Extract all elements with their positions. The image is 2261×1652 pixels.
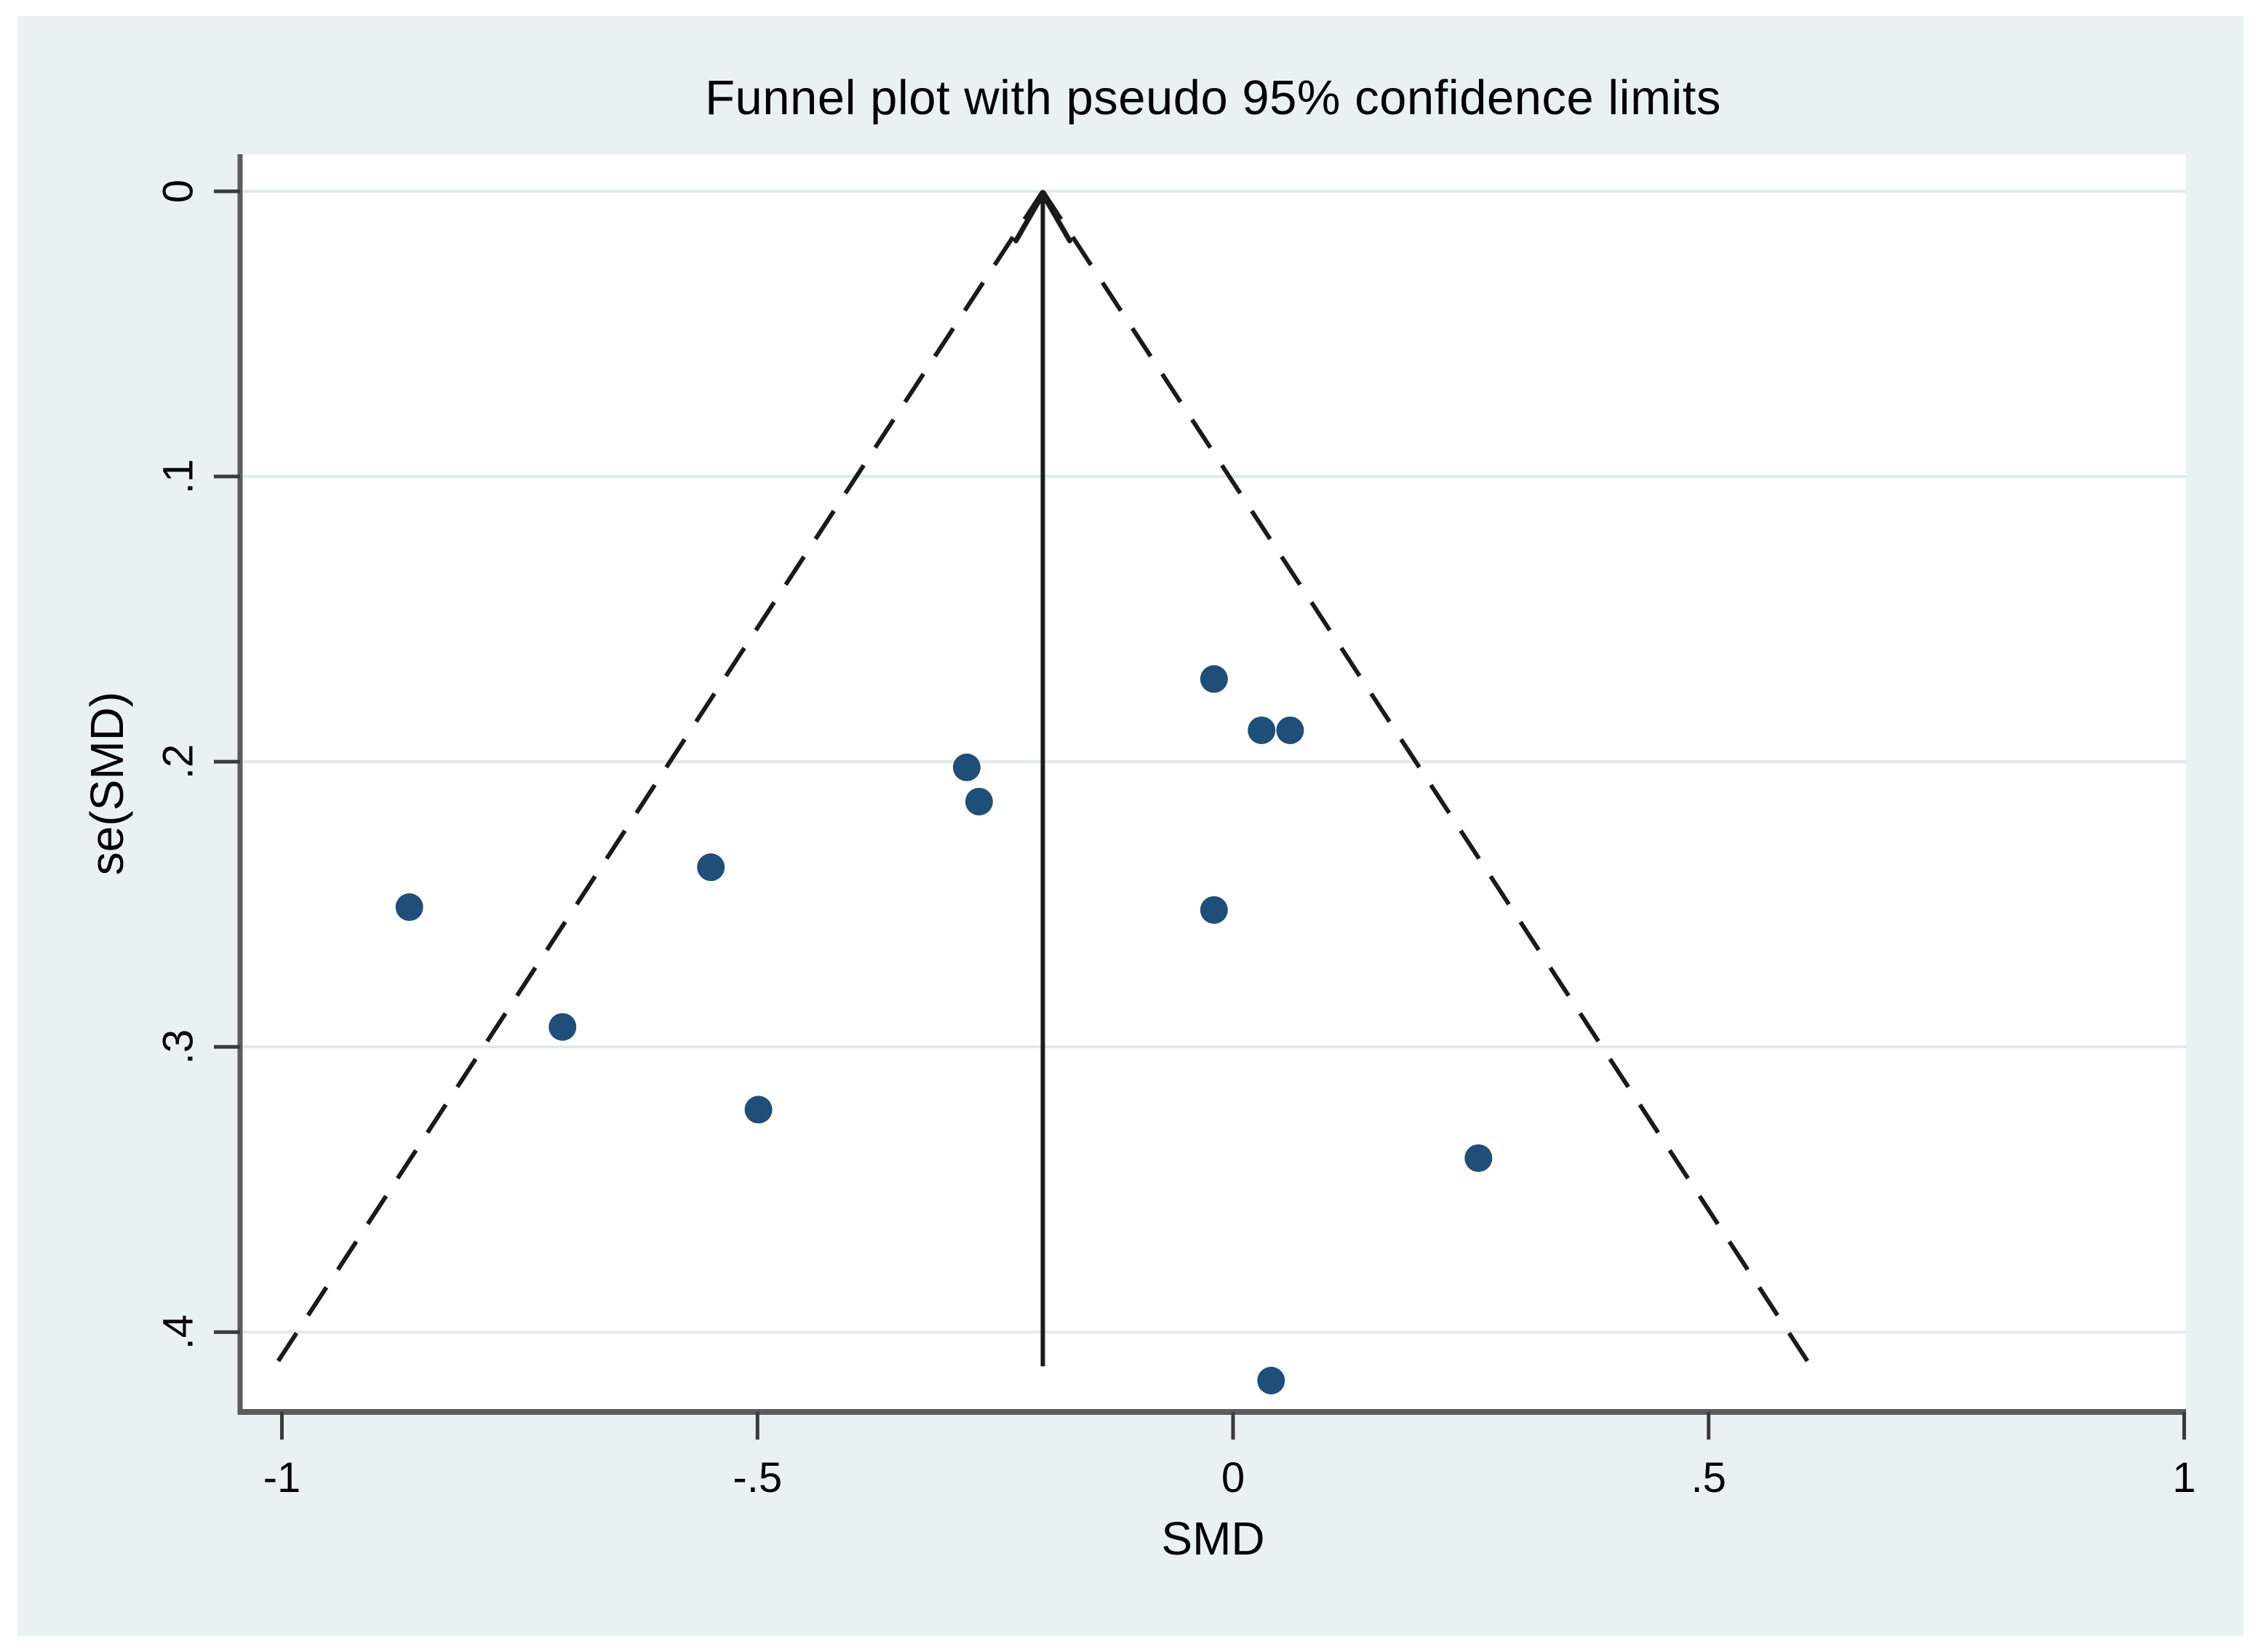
x-tick-label: -.5 bbox=[733, 1454, 782, 1501]
x-tick-label: 0 bbox=[1221, 1454, 1245, 1501]
data-point bbox=[1248, 716, 1276, 744]
x-tick-label: 1 bbox=[2172, 1454, 2196, 1501]
data-point bbox=[744, 1096, 773, 1124]
data-point bbox=[549, 1013, 577, 1041]
data-point bbox=[965, 787, 993, 815]
x-axis-label: SMD bbox=[1161, 1512, 1265, 1565]
data-point bbox=[697, 853, 725, 882]
y-tick-label: .4 bbox=[155, 1314, 202, 1349]
funnel-left-ci-line bbox=[267, 190, 1045, 1376]
y-tick-label: 0 bbox=[155, 180, 202, 203]
x-tick-label: .5 bbox=[1691, 1454, 1726, 1501]
plot-area bbox=[240, 154, 2186, 1412]
up-arrow-icon bbox=[1013, 188, 1072, 244]
y-tick-label: .1 bbox=[155, 459, 202, 494]
data-point bbox=[1200, 665, 1228, 693]
y-tick-label: .2 bbox=[155, 744, 202, 779]
x-tick-label: -1 bbox=[263, 1454, 301, 1501]
funnel-right-ci-line bbox=[1040, 190, 1819, 1376]
chart-title: Funnel plot with pseudo 95% confidence l… bbox=[705, 71, 1721, 125]
data-point bbox=[952, 753, 981, 781]
data-point bbox=[1464, 1144, 1493, 1173]
y-tick-label: .3 bbox=[155, 1029, 202, 1064]
data-point bbox=[1276, 716, 1304, 744]
data-point bbox=[395, 893, 423, 922]
data-point bbox=[1200, 895, 1228, 924]
y-axis-label: se(SMD) bbox=[81, 691, 133, 876]
data-point bbox=[1257, 1366, 1285, 1394]
